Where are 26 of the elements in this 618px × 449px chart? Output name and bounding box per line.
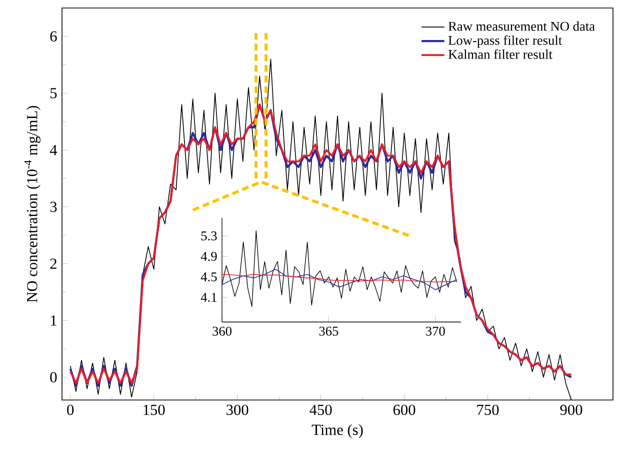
y-axis-title: NO concentration (10$^{-4}$ mg/mL)	[24, 106, 40, 302]
x-tick-label: 600	[393, 404, 416, 416]
x-tick-label: 900	[560, 404, 582, 416]
legend-label: Raw measurement NO data	[448, 21, 595, 31]
x-tick-label: 360	[212, 326, 232, 336]
x-tick-label: 365	[319, 326, 338, 336]
y-tick-label: 5	[50, 88, 57, 98]
y-tick-label: 1	[50, 315, 56, 326]
y-tick-label: 2	[50, 258, 56, 269]
x-tick-label: 150	[144, 404, 165, 416]
x-tick-label: 300	[226, 404, 248, 416]
x-tick-label: 750	[477, 404, 499, 416]
legend-label: Kalman filter result	[448, 49, 552, 59]
y-tick-label: 5.3	[201, 231, 217, 240]
y-tick-label: 4	[50, 144, 58, 156]
x-tick-label: 370	[426, 326, 445, 336]
y-tick-label: 0	[50, 372, 57, 382]
y-tick-label: 4.5	[200, 272, 217, 282]
y-tick-label: 3	[50, 202, 57, 212]
x-tick-label: 0	[67, 404, 74, 416]
y-tick-label: 4.9	[200, 252, 217, 261]
legend-label: Low-pass filter result	[448, 35, 562, 48]
x-axis-title: Time (s)	[312, 424, 363, 438]
y-tick-label: 6	[50, 31, 57, 42]
x-tick-label: 450	[310, 404, 332, 416]
y-tick-label: 4.1	[200, 292, 217, 302]
